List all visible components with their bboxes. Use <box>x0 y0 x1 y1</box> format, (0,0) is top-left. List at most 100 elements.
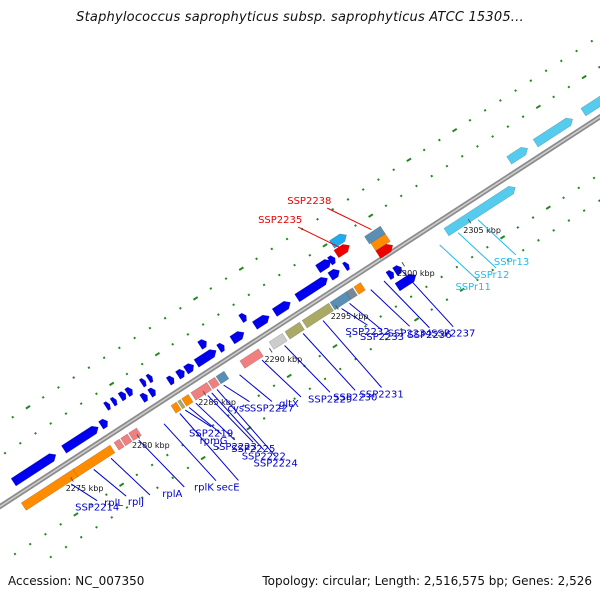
feature-24[interactable] <box>215 370 230 385</box>
feature-25[interactable] <box>193 347 219 368</box>
feature-shape[interactable] <box>117 390 128 402</box>
feature-shape[interactable] <box>301 302 334 329</box>
feature-3[interactable] <box>61 423 100 454</box>
feature-shape[interactable] <box>170 401 182 414</box>
gene-label-ssp2224[interactable]: SSP2224 <box>254 458 298 469</box>
gene-label-ssp2222[interactable]: SSP2222 <box>242 452 286 463</box>
gene-label-gltx[interactable]: gltX <box>279 399 299 410</box>
feature-45[interactable] <box>506 145 530 165</box>
gene-label-ssp2225[interactable]: SSP2225 <box>231 444 275 455</box>
feature-shape[interactable] <box>165 374 176 386</box>
feature-shape[interactable] <box>443 184 518 237</box>
feature-shape[interactable] <box>580 93 600 117</box>
feature-37[interactable] <box>329 291 352 311</box>
feature-18[interactable] <box>181 394 194 407</box>
feature-shape[interactable] <box>139 392 150 403</box>
gene-label-ssp2219[interactable]: SSP2219 <box>189 429 233 440</box>
feature-28[interactable] <box>239 348 264 369</box>
feature-2[interactable] <box>72 444 116 478</box>
gene-label-ssp2232[interactable]: SSP2232 <box>345 327 389 338</box>
feature-15[interactable] <box>145 373 155 384</box>
feature-14[interactable] <box>138 377 148 388</box>
feature-shape[interactable] <box>190 382 213 401</box>
feature-shape[interactable] <box>124 386 135 398</box>
feature-shape[interactable] <box>370 233 391 252</box>
feature-27[interactable] <box>216 342 226 353</box>
gene-label-cyss[interactable]: cysS <box>227 404 250 415</box>
feature-shape[interactable] <box>113 438 125 451</box>
feature-35[interactable] <box>301 302 334 329</box>
feature-shape[interactable] <box>197 338 209 350</box>
feature-shape[interactable] <box>229 329 247 345</box>
feature-shape[interactable] <box>147 386 158 398</box>
feature-shape[interactable] <box>103 400 112 411</box>
feature-shape[interactable] <box>345 287 358 300</box>
feature-shape[interactable] <box>238 312 249 324</box>
feature-shape[interactable] <box>61 423 100 454</box>
feature-shape[interactable] <box>145 373 155 384</box>
feature-6[interactable] <box>120 433 133 447</box>
feature-shape[interactable] <box>341 261 351 272</box>
feature-shape[interactable] <box>193 347 219 368</box>
feature-43[interactable] <box>341 261 351 272</box>
feature-shape[interactable] <box>120 433 133 447</box>
feature-shape[interactable] <box>532 115 575 148</box>
feature-shape[interactable] <box>271 299 293 317</box>
feature-20[interactable] <box>175 367 187 380</box>
feature-shape[interactable] <box>181 394 194 407</box>
gene-label-rpll[interactable]: rplL <box>104 498 123 509</box>
feature-shape[interactable] <box>98 417 111 430</box>
feature-31[interactable] <box>268 332 288 350</box>
gene-label-ssp2214[interactable]: SSP2214 <box>75 503 119 514</box>
feature-shape[interactable] <box>294 274 330 303</box>
feature-shape[interactable] <box>375 241 395 259</box>
feature-shape[interactable] <box>182 361 196 375</box>
feature-19[interactable] <box>165 374 176 386</box>
feature-22[interactable] <box>190 382 213 401</box>
feature-shape[interactable] <box>329 291 352 311</box>
gene-label-ssp2238[interactable]: SSP2238 <box>287 196 331 207</box>
feature-shape[interactable] <box>326 254 337 266</box>
feature-0[interactable] <box>10 451 58 487</box>
feature-shape[interactable] <box>506 145 530 165</box>
feature-42[interactable] <box>353 282 366 295</box>
gene-label-ssp2227[interactable]: SSP2227 <box>250 403 294 414</box>
feature-29[interactable] <box>229 329 247 345</box>
feature-23[interactable] <box>207 376 220 390</box>
feature-shape[interactable] <box>138 377 148 388</box>
feature-shape[interactable] <box>128 427 142 442</box>
gene-label-ssp2235[interactable]: SSP2235 <box>258 215 302 226</box>
feature-shape[interactable] <box>364 225 386 245</box>
feature-46[interactable] <box>532 115 575 148</box>
feature-shape[interactable] <box>284 321 305 340</box>
feature-shape[interactable] <box>216 342 226 353</box>
feature-17[interactable] <box>177 399 186 410</box>
gene-label-sspr13[interactable]: SSPr13 <box>494 257 529 268</box>
feature-detached-4[interactable] <box>370 233 391 252</box>
feature-shape[interactable] <box>327 267 342 281</box>
gene-label-ssp2237[interactable]: SSP2237 <box>431 329 475 340</box>
feature-40[interactable] <box>326 254 337 266</box>
gene-label-ssp2229[interactable]: SSP2229 <box>308 394 352 405</box>
feature-shape[interactable] <box>215 370 230 385</box>
feature-12[interactable] <box>139 392 150 403</box>
gene-label-ssp2234[interactable]: SSP2234 <box>388 328 432 339</box>
feature-detached-5[interactable] <box>375 241 395 259</box>
feature-4[interactable] <box>98 417 111 430</box>
feature-track[interactable] <box>10 93 600 511</box>
feature-13[interactable] <box>147 386 158 398</box>
feature-30[interactable] <box>238 312 249 324</box>
feature-36[interactable] <box>294 274 330 303</box>
feature-shape[interactable] <box>315 257 333 274</box>
feature-shape[interactable] <box>72 444 116 478</box>
gene-label-ssp2223[interactable]: SSP2223 <box>213 442 257 453</box>
feature-shape[interactable] <box>175 367 187 380</box>
feature-detached-7[interactable] <box>333 242 352 259</box>
feature-8[interactable] <box>103 400 112 411</box>
feature-shape[interactable] <box>207 376 220 390</box>
feature-39[interactable] <box>327 267 342 281</box>
gene-label-ssp2231[interactable]: SSP2231 <box>360 389 404 400</box>
feature-10[interactable] <box>117 390 128 402</box>
gene-label-sspr11[interactable]: SSPr11 <box>455 282 490 293</box>
